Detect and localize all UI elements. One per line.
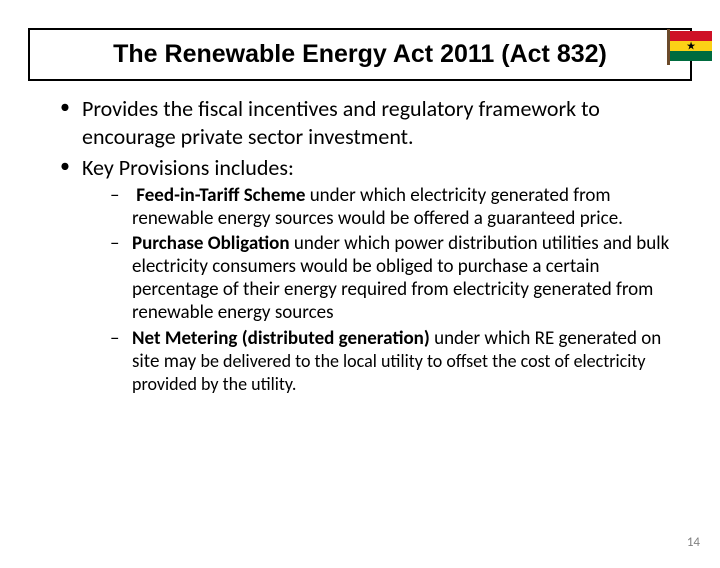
- sub-bullet-item: Feed-in-Tariff Scheme under which electr…: [110, 184, 680, 230]
- sub-bullet-bold: Net Metering (distributed generation): [132, 327, 430, 350]
- sub-bullet-item: Purchase Obligation under which power di…: [110, 232, 680, 325]
- slide-content: Provides the fiscal incentives and regul…: [0, 95, 720, 396]
- title-box: The Renewable Energy Act 2011 (Act 832): [28, 28, 692, 81]
- flag-star-icon: ★: [686, 40, 696, 51]
- sub-bullet-bold: Feed-in-Tariff Scheme: [136, 184, 305, 207]
- sub-bullet-bold: Purchase Obligation: [132, 232, 290, 255]
- slide-title: The Renewable Energy Act 2011 (Act 832): [42, 40, 678, 69]
- ghana-flag-icon: ★: [670, 31, 712, 61]
- bullet-item: Key Provisions includes: Feed-in-Tariff …: [60, 154, 680, 396]
- sub-bullet-item: Net Metering (distributed generation) un…: [110, 327, 680, 397]
- slide-number: 14: [687, 535, 700, 550]
- bullet-item: Provides the fiscal incentives and regul…: [60, 95, 680, 150]
- main-bullet-list: Provides the fiscal incentives and regul…: [40, 95, 680, 396]
- sub-bullet-list: Feed-in-Tariff Scheme under which electr…: [82, 184, 680, 397]
- flag-stripe-yellow: ★: [670, 41, 712, 51]
- sub-bullet-text-small: be delivered to the local utility to off…: [132, 350, 646, 395]
- bullet-text: Key Provisions includes:: [82, 154, 294, 181]
